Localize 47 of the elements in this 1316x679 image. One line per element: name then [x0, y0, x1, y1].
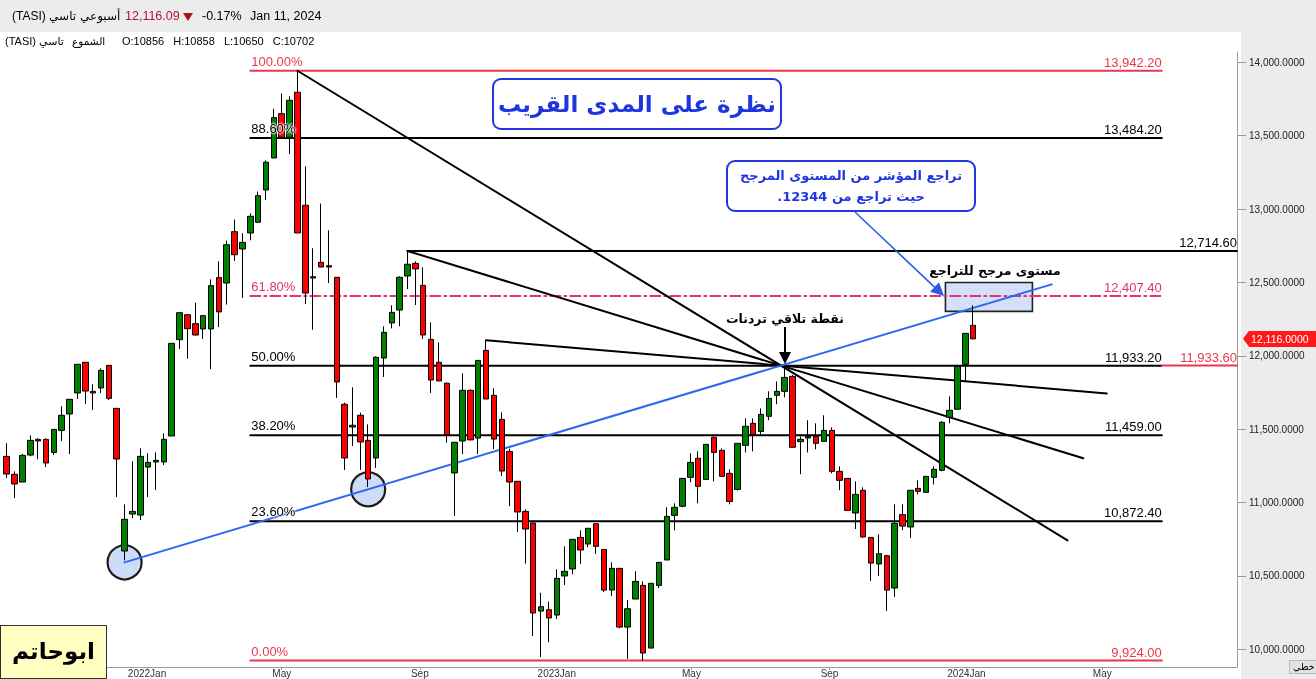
- annotation: ابوحاتم: [0, 625, 107, 679]
- y-tick-label: 14,000.0000: [1249, 56, 1306, 68]
- series-label: 0.00%: [251, 643, 289, 659]
- x-tick-label: Sep: [410, 667, 430, 679]
- text: -0.17%: [202, 9, 242, 23]
- series-label: 23.60%: [251, 504, 296, 520]
- data-label: 10,872.40: [1103, 505, 1162, 521]
- series-label: 61.80%: [251, 279, 296, 295]
- text: O:10856 H:10858 L:10650 C:10702: [122, 34, 315, 48]
- data-label: 11,933.20: [1104, 349, 1162, 365]
- y-tick-label: 13,000.0000: [1249, 203, 1306, 215]
- data-label: 12,714.60: [1179, 234, 1237, 250]
- series-label: 38.20%: [251, 418, 296, 434]
- text: خطي: [1289, 660, 1316, 674]
- text: 12,116.09: [125, 9, 180, 23]
- annotation: تراجع المؤشر من المستوى المرجح حيث تراجع من 12344.: [726, 160, 976, 212]
- x-tick-label: May: [1092, 667, 1112, 679]
- text: تاسي (TASI): [12, 9, 77, 23]
- data-label: 9,924.00: [1111, 644, 1162, 660]
- x-tick-label: 2024Jan: [947, 667, 986, 679]
- y-tick-label: 12,000.0000: [1249, 350, 1306, 362]
- annotation: نقطة تلاقي تردنات: [726, 311, 844, 326]
- x-tick-label: May: [272, 667, 292, 679]
- x-tick-label: May: [682, 667, 701, 679]
- text: الشموع: [72, 34, 106, 48]
- text: Jan 11, 2024: [250, 9, 322, 23]
- text: تاسي (TASI): [5, 34, 64, 48]
- y-tick-label: 11,500.0000: [1249, 423, 1305, 435]
- x-tick-label: Sep: [820, 667, 839, 679]
- data-label: 12,407.40: [1103, 280, 1162, 296]
- x-tick-label: 2023Jan: [537, 667, 576, 679]
- y-tick-label: 10,500.0000: [1249, 570, 1306, 582]
- y-tick-label: 12,500.0000: [1249, 276, 1306, 288]
- data-label: 13,484.20: [1103, 121, 1162, 137]
- data-label: 13,942.20: [1103, 54, 1162, 70]
- series-label: مستوى مرجح للتراجع: [929, 263, 1061, 279]
- text: نظرة على المدى القريب: [492, 78, 782, 130]
- data-label: 11,459.00: [1104, 419, 1162, 435]
- y-tick-label: 13,500.0000: [1249, 130, 1306, 142]
- series-label: 50.00%: [251, 348, 296, 364]
- data-label: 11,933.60: [1180, 349, 1237, 365]
- y-tick-label: 11,000.0000: [1249, 497, 1305, 509]
- y-tick-label: 10,000.0000: [1249, 643, 1306, 655]
- x-tick-label: 2022Jan: [127, 667, 167, 679]
- series-label: 100.00%: [251, 53, 303, 69]
- text: أسبوعي: [80, 9, 121, 23]
- text: 12,116.0000: [1249, 330, 1316, 347]
